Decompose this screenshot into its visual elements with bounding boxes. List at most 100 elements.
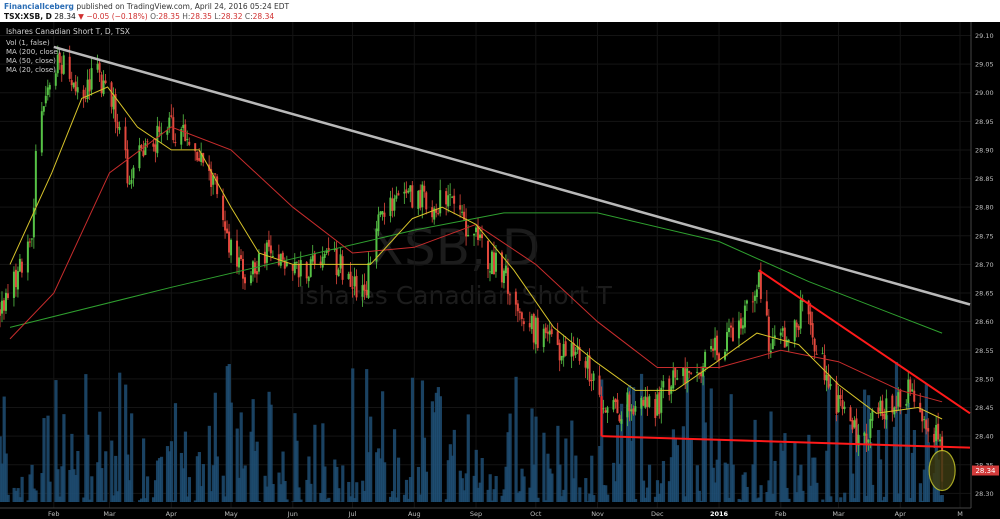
candle-body[interactable] (646, 397, 649, 407)
trendline-upper-resistance[interactable] (53, 45, 971, 306)
candle-body[interactable] (363, 284, 366, 291)
candle-body[interactable] (604, 410, 607, 413)
candle-body[interactable] (375, 228, 378, 262)
candle-body[interactable] (574, 351, 577, 355)
candle-body[interactable] (849, 407, 852, 422)
candle-body[interactable] (381, 211, 384, 215)
candle-body[interactable] (425, 192, 428, 210)
candle-body[interactable] (660, 387, 663, 413)
candle-body[interactable] (377, 214, 380, 232)
candle-body[interactable] (156, 125, 159, 154)
candle-body[interactable] (395, 195, 398, 199)
candle-body[interactable] (42, 106, 45, 112)
legend-item[interactable]: MA (20, close) (6, 66, 56, 74)
candle-body[interactable] (255, 271, 258, 275)
candle-body[interactable] (592, 373, 595, 381)
candle-body[interactable] (104, 80, 107, 84)
candle-body[interactable] (726, 332, 729, 351)
candle-body[interactable] (793, 320, 796, 342)
candle-body[interactable] (481, 234, 484, 239)
candle-body[interactable] (479, 234, 482, 238)
candle-body[interactable] (365, 289, 368, 296)
candle-body[interactable] (829, 384, 832, 387)
candle-body[interactable] (269, 245, 272, 254)
candle-body[interactable] (96, 63, 99, 70)
candle-body[interactable] (70, 80, 73, 86)
candle-body[interactable] (271, 256, 274, 258)
candle-body[interactable] (295, 261, 298, 263)
candle-body[interactable] (32, 207, 35, 238)
candle-body[interactable] (265, 242, 268, 263)
candle-body[interactable] (716, 335, 719, 356)
candle-body[interactable] (811, 323, 814, 338)
candle-body[interactable] (751, 301, 754, 303)
candle-body[interactable] (383, 212, 386, 217)
candle-body[interactable] (753, 295, 756, 301)
candle-body[interactable] (518, 311, 521, 313)
trendline-falling-resistance[interactable] (758, 269, 971, 415)
candle-body[interactable] (58, 52, 61, 63)
candle-body[interactable] (718, 353, 721, 361)
candle-body[interactable] (335, 247, 338, 275)
candle-body[interactable] (602, 408, 605, 410)
legend-item[interactable]: MA (200, close) (6, 48, 61, 56)
candle-body[interactable] (835, 381, 838, 414)
candle-body[interactable] (88, 79, 91, 92)
candle-body[interactable] (797, 325, 800, 331)
candle-body[interactable] (821, 353, 824, 355)
candle-body[interactable] (506, 267, 509, 294)
candle-body[interactable] (281, 252, 284, 260)
candle-body[interactable] (405, 189, 408, 194)
candle-body[interactable] (6, 293, 9, 298)
candle-body[interactable] (885, 398, 888, 420)
candle-body[interactable] (897, 392, 900, 407)
candle-body[interactable] (514, 291, 517, 305)
candle-body[interactable] (26, 241, 29, 273)
candle-body[interactable] (632, 408, 635, 415)
candle-body[interactable] (767, 316, 770, 352)
candle-body[interactable] (737, 320, 740, 339)
candle-body[interactable] (98, 62, 101, 73)
candle-body[interactable] (321, 256, 324, 268)
candle-body[interactable] (241, 259, 244, 279)
candle-body[interactable] (407, 190, 410, 193)
candle-body[interactable] (809, 311, 812, 326)
candle-body[interactable] (771, 338, 774, 350)
candle-body[interactable] (939, 439, 942, 442)
price-axis[interactable]: 29.10 29.05 29.00 28.95 28.90 28.85 28.80 28.75… (970, 22, 1000, 508)
candle-body[interactable] (226, 228, 229, 234)
candle-body[interactable] (168, 117, 171, 129)
candle-body[interactable] (502, 270, 505, 283)
candle-body[interactable] (214, 173, 217, 175)
candle-body[interactable] (879, 400, 882, 412)
candle-body[interactable] (731, 327, 734, 342)
candle-body[interactable] (700, 373, 703, 377)
candle-body[interactable] (46, 87, 49, 95)
candle-body[interactable] (933, 433, 936, 443)
candle-body[interactable] (612, 400, 615, 410)
candle-body[interactable] (102, 80, 105, 95)
candle-body[interactable] (249, 275, 252, 284)
candle-body[interactable] (656, 394, 659, 416)
trendlines[interactable] (53, 45, 971, 449)
candle-body[interactable] (409, 185, 412, 192)
candle-body[interactable] (839, 395, 842, 399)
candle-body[interactable] (267, 239, 270, 247)
candle-body[interactable] (417, 190, 420, 209)
candle-body[interactable] (759, 271, 762, 299)
candle-body[interactable] (757, 272, 760, 288)
candle-body[interactable] (712, 348, 715, 351)
candle-body[interactable] (361, 285, 364, 297)
candle-body[interactable] (558, 342, 561, 361)
candle-body[interactable] (477, 226, 480, 240)
candle-body[interactable] (475, 227, 478, 233)
candle-body[interactable] (188, 141, 191, 145)
candle-body[interactable] (160, 132, 163, 135)
candle-body[interactable] (644, 396, 647, 408)
candle-body[interactable] (570, 343, 573, 357)
candle-body[interactable] (634, 406, 637, 412)
candle-body[interactable] (379, 211, 382, 215)
candle-body[interactable] (586, 356, 589, 369)
trendline-support[interactable] (601, 435, 971, 449)
candle-body[interactable] (490, 251, 493, 275)
